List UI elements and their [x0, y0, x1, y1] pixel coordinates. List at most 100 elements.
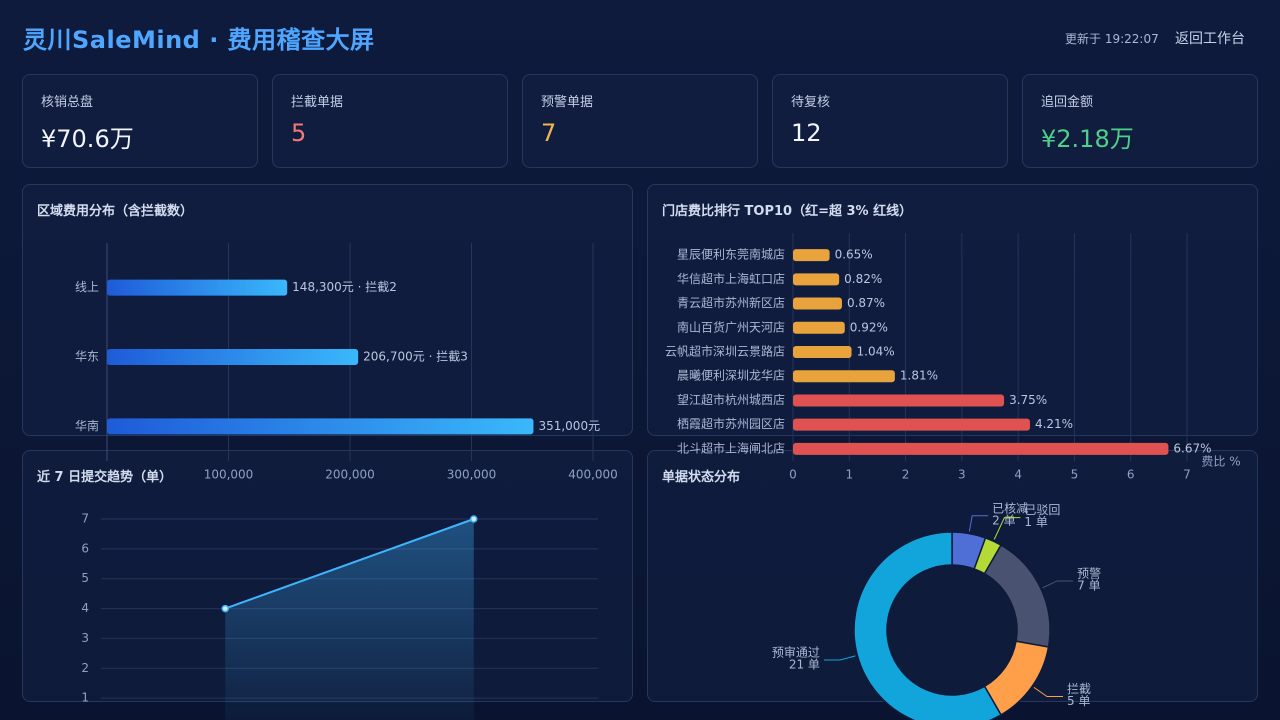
x-tick-label: 5	[1071, 468, 1079, 482]
value-label: 1.04%	[857, 345, 895, 359]
leader-line	[1033, 686, 1064, 698]
kpi-card: 追回金额 ¥2.18万	[1022, 74, 1258, 168]
x-tick-label: 200,000	[325, 468, 375, 482]
page-title: 灵川SaleMind · 费用稽查大屏	[23, 26, 375, 54]
point	[221, 604, 229, 613]
x-tick-label: 3	[958, 468, 966, 482]
value-label: 4.21%	[1035, 417, 1073, 431]
slice-value-label: 7 单	[1077, 578, 1100, 592]
y-tick-label: 线上	[75, 280, 99, 294]
x-tick-label: 1	[845, 468, 853, 482]
slice-label: 拦截	[1067, 682, 1091, 696]
y-tick-label: 南山百货广州天河店	[677, 319, 785, 334]
updated-time: 更新于 19:22:07	[1065, 32, 1159, 46]
panel-title: 单据状态分布	[662, 470, 741, 485]
bar	[793, 249, 830, 262]
y-tick-label: 晨曦便利深圳龙华店	[677, 369, 785, 383]
bar	[793, 297, 842, 310]
kpi-label: 拦截单据	[291, 95, 344, 110]
slice-value-label: 21 单	[789, 658, 820, 672]
value-label: 1.81%	[900, 369, 938, 383]
kpi-card: 拦截单据 5	[272, 74, 508, 168]
value-label: 206,700元 · 拦截3	[363, 350, 468, 364]
x-tick-label: 400,000	[568, 468, 618, 482]
value-label: 0.87%	[847, 296, 885, 310]
y-tick-label: 北斗超市上海闸北店	[677, 440, 785, 455]
kpi-value: 12	[791, 119, 822, 147]
panel: 门店费比排行 TOP10（红=超 3% 红线）	[647, 184, 1258, 436]
kpi-value: 5	[291, 119, 307, 147]
bar	[107, 279, 288, 296]
y-tick-label: 7	[81, 512, 89, 526]
point	[470, 515, 478, 523]
y-tick-label: 星辰便利东莞南城店	[677, 247, 785, 262]
value-label: 148,300元 · 拦截2	[292, 280, 397, 294]
kpi-card: 预警单据 7	[522, 74, 758, 168]
y-tick-label: 5	[81, 571, 89, 585]
line	[224, 518, 475, 610]
value-label: 0.65%	[835, 248, 873, 262]
kpi-card: 待复核 12	[772, 74, 1008, 168]
kpi-label: 追回金额	[1041, 95, 1094, 110]
slice-value-label: 2 单	[992, 513, 1015, 527]
y-tick-label: 4	[81, 601, 89, 615]
leader-line	[993, 517, 1021, 540]
y-tick-label: 3	[81, 631, 89, 645]
panel-title: 门店费比排行 TOP10（红=超 3% 红线）	[662, 204, 913, 219]
slice-label: 预审通过	[772, 645, 820, 660]
bar	[793, 346, 852, 358]
slice-label: 已驳回	[1024, 503, 1060, 517]
bar	[793, 394, 1005, 407]
kpi-value: ¥70.6万	[41, 125, 134, 153]
value-label: 351,000元	[538, 419, 600, 433]
y-tick-label: 华东	[75, 350, 99, 364]
bar	[793, 273, 840, 286]
x-tick-label: 0	[789, 468, 797, 482]
kpi-card: 核销总盘 ¥70.6万	[22, 74, 258, 168]
bar	[793, 370, 895, 383]
value-label: 6.67%	[1173, 441, 1211, 455]
bar	[793, 321, 845, 334]
panel-title: 近 7 日提交趋势（单）	[37, 470, 173, 485]
value-label: 3.75%	[1009, 393, 1047, 407]
y-tick-label: 2	[81, 661, 89, 675]
y-tick-label: 望江超市杭州城西店	[677, 392, 785, 407]
leader-line	[823, 655, 856, 661]
y-tick-label: 青云超市苏州新区店	[677, 295, 785, 310]
panel-title: 区域费用分布（含拦截数）	[37, 204, 194, 219]
x-tick-label: 300,000	[447, 468, 497, 482]
pie-slice	[983, 544, 1051, 648]
kpi-label: 待复核	[791, 95, 831, 110]
y-tick-label: 华南	[75, 418, 99, 433]
x-tick-label: 7	[1183, 468, 1191, 482]
value-label: 0.92%	[850, 320, 888, 334]
y-tick-label: 栖霞超市苏州园区店	[677, 416, 785, 431]
leader-line	[1042, 580, 1074, 589]
pie-slice	[853, 531, 1003, 720]
x-axis-label: 费比 %	[1201, 455, 1240, 469]
y-tick-label: 6	[81, 541, 89, 555]
panel: 单据状态分布	[647, 450, 1258, 702]
slice-value-label: 1 单	[1024, 515, 1047, 529]
slice-label: 预警	[1077, 565, 1101, 580]
slice-value-label: 5 单	[1067, 694, 1090, 708]
y-tick-label: 云帆超市深圳云景路店	[665, 344, 785, 359]
x-tick-label: 6	[1127, 468, 1135, 482]
bar	[107, 418, 534, 435]
bar	[107, 349, 359, 365]
line-area	[225, 519, 474, 720]
back-button[interactable]: 返回工作台	[1175, 31, 1245, 47]
kpi-label: 预警单据	[541, 95, 594, 110]
bar	[793, 442, 1169, 455]
leader-line	[968, 515, 989, 532]
x-tick-label: 100,000	[204, 468, 254, 482]
slice-label: 已核减	[992, 501, 1028, 515]
panel: 区域费用分布（含拦截数）	[22, 184, 633, 436]
kpi-value: ¥2.18万	[1041, 125, 1134, 153]
bar	[793, 418, 1030, 431]
y-tick-label: 华信超市上海虹口店	[677, 271, 785, 286]
value-label: 0.82%	[844, 272, 882, 286]
kpi-value: 7	[541, 119, 557, 147]
